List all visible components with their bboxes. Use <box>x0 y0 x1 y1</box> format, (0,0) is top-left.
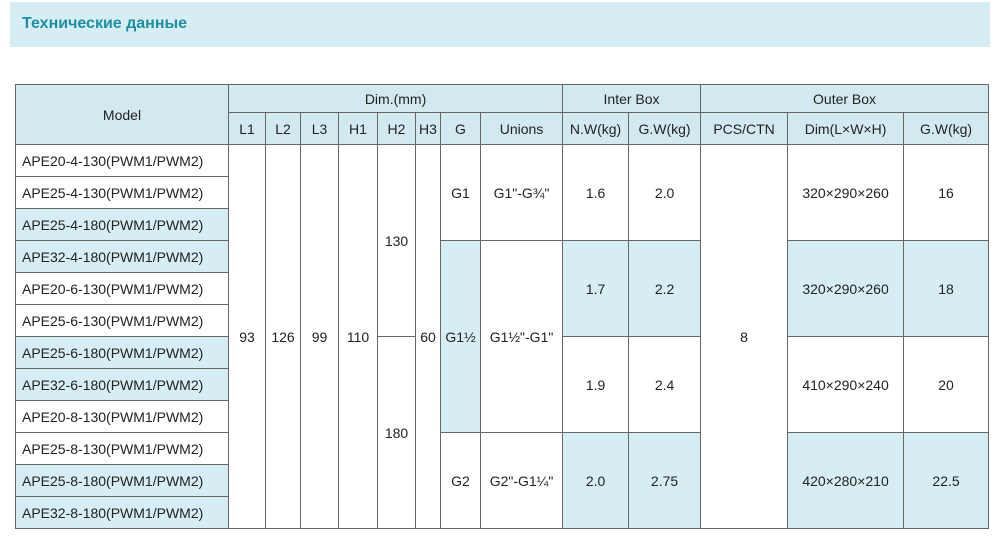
net-weight: 1.9 <box>562 336 630 433</box>
model: APE20-4-130(PWM1/PWM2) <box>15 144 229 177</box>
column-header: L3 <box>300 112 339 145</box>
group-header: Outer Box <box>700 84 990 113</box>
model: APE25-6-180(PWM1/PWM2) <box>15 336 229 369</box>
model: APE32-6-180(PWM1/PWM2) <box>15 368 229 401</box>
model: APE20-8-130(PWM1/PWM2) <box>15 400 229 433</box>
thread: G1½ <box>440 240 481 433</box>
section-header: Технические данные <box>10 2 990 47</box>
model: APE25-6-130(PWM1/PWM2) <box>15 304 229 337</box>
dimension: 99 <box>300 144 339 529</box>
carton-weight: 20 <box>903 336 990 433</box>
carton-dimensions: 320×290×260 <box>787 240 905 337</box>
table-row: APE20-8-130(PWM1/PWM2) <box>15 400 989 433</box>
model: APE25-4-130(PWM1/PWM2) <box>15 176 229 209</box>
column-header: L1 <box>228 112 266 145</box>
model: APE25-8-180(PWM1/PWM2) <box>15 464 229 497</box>
gross-weight: 2.0 <box>628 144 702 241</box>
model: APE25-8-130(PWM1/PWM2) <box>15 432 229 465</box>
unions: G2"-G1¼" <box>479 432 564 529</box>
table-row: APE25-4-130(PWM1/PWM2) <box>15 176 989 209</box>
thread: G1 <box>440 144 481 241</box>
pcs-per-carton: 8 <box>700 144 789 529</box>
column-header: H1 <box>338 112 378 145</box>
table-row: APE25-8-180(PWM1/PWM2) <box>15 464 989 497</box>
column-header: Unions <box>479 112 564 145</box>
dimension-h2: 130 <box>377 144 416 337</box>
table-row: APE20-6-130(PWM1/PWM2) <box>15 272 989 305</box>
carton-dimensions: 320×290×260 <box>787 144 905 241</box>
dimension: 126 <box>265 144 301 529</box>
dimension: 60 <box>415 144 441 529</box>
net-weight: 2.0 <box>562 432 630 529</box>
gross-weight: 2.2 <box>628 240 702 337</box>
column-header: L2 <box>265 112 301 145</box>
group-header: Inter Box <box>562 84 702 113</box>
dimension: 110 <box>338 144 378 529</box>
model-header: Model <box>15 84 229 145</box>
column-header: H2 <box>377 112 416 145</box>
net-weight: 1.7 <box>562 240 630 337</box>
column-header: PCS/CTN <box>700 112 789 145</box>
section-title: Технические данные <box>22 15 188 32</box>
table-row: APE32-4-180(PWM1/PWM2) G1½ G1½"-G1" 1.7 2.2 3… <box>15 240 990 433</box>
spec-table: Model Dim.(mm) Inter Box Outer Box L1 L2 L3 H1… <box>15 84 990 529</box>
column-header: G.W(kg) <box>903 112 990 145</box>
carton-weight: 16 <box>903 144 990 241</box>
column-header: N.W(kg) <box>562 112 630 145</box>
table-row: APE25-8-130(PWM1/PWM2) G2 G2"-G1¼" 2.0 2.75 4… <box>15 432 990 529</box>
model: APE32-4-180(PWM1/PWM2) <box>15 240 229 273</box>
unions: G1"-G¾" <box>479 144 564 241</box>
unions: G1½"-G1" <box>479 240 564 433</box>
table-row: APE32-6-180(PWM1/PWM2) <box>15 368 989 401</box>
thread: G2 <box>440 432 481 529</box>
net-weight: 1.6 <box>562 144 630 241</box>
column-header: G.W(kg) <box>628 112 702 145</box>
gross-weight: 2.75 <box>628 432 702 529</box>
dimension-h2: 180 <box>377 336 416 529</box>
column-header: Dim(L×W×H) <box>787 112 905 145</box>
table-row: APE25-6-180(PWM1/PWM2) 180 1.9 2.4 410×290×2… <box>15 336 990 529</box>
model: APE25-4-180(PWM1/PWM2) <box>15 208 229 241</box>
carton-weight: 18 <box>903 240 990 337</box>
column-header: H3 <box>415 112 441 145</box>
group-header: Dim.(mm) <box>227 84 564 113</box>
table-row: APE25-4-180(PWM1/PWM2) <box>15 208 989 241</box>
table-row: APE32-8-180(PWM1/PWM2) <box>15 496 989 529</box>
column-header: G <box>440 112 481 145</box>
carton-dimensions: 410×290×240 <box>787 336 905 433</box>
gross-weight: 2.4 <box>628 336 702 433</box>
model: APE20-6-130(PWM1/PWM2) <box>15 272 229 305</box>
table-row: APE20-4-130(PWM1/PWM2) 93 126 99 110 130 60 G1 G… <box>15 144 990 529</box>
carton-dimensions: 420×280×210 <box>787 432 905 529</box>
carton-weight: 22.5 <box>903 432 990 529</box>
model: APE32-8-180(PWM1/PWM2) <box>15 496 229 529</box>
dimension: 93 <box>228 144 266 529</box>
